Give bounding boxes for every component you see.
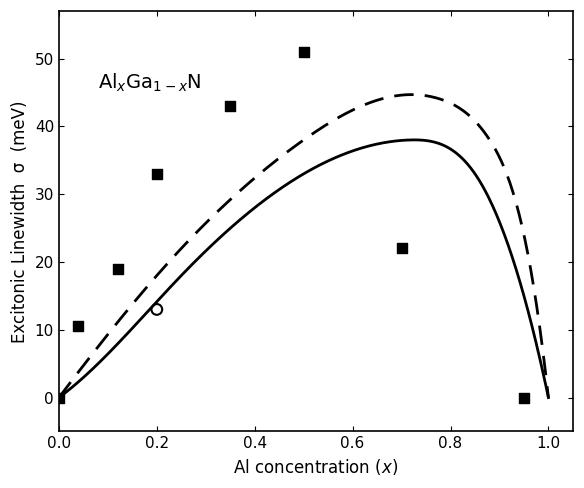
Point — [225, 102, 235, 110]
X-axis label: Al concentration ($x$): Al concentration ($x$) — [234, 457, 398, 477]
Text: Al$_x$Ga$_{1-x}$N: Al$_x$Ga$_{1-x}$N — [98, 72, 201, 95]
Point — [397, 244, 406, 252]
Point — [113, 265, 122, 273]
Point — [152, 170, 162, 178]
Point — [54, 394, 64, 402]
Point — [519, 394, 529, 402]
Point — [299, 48, 308, 56]
Y-axis label: Excitonic Linewidth  σ  (meV): Excitonic Linewidth σ (meV) — [11, 100, 29, 343]
Point — [152, 305, 162, 313]
Point — [74, 323, 83, 330]
